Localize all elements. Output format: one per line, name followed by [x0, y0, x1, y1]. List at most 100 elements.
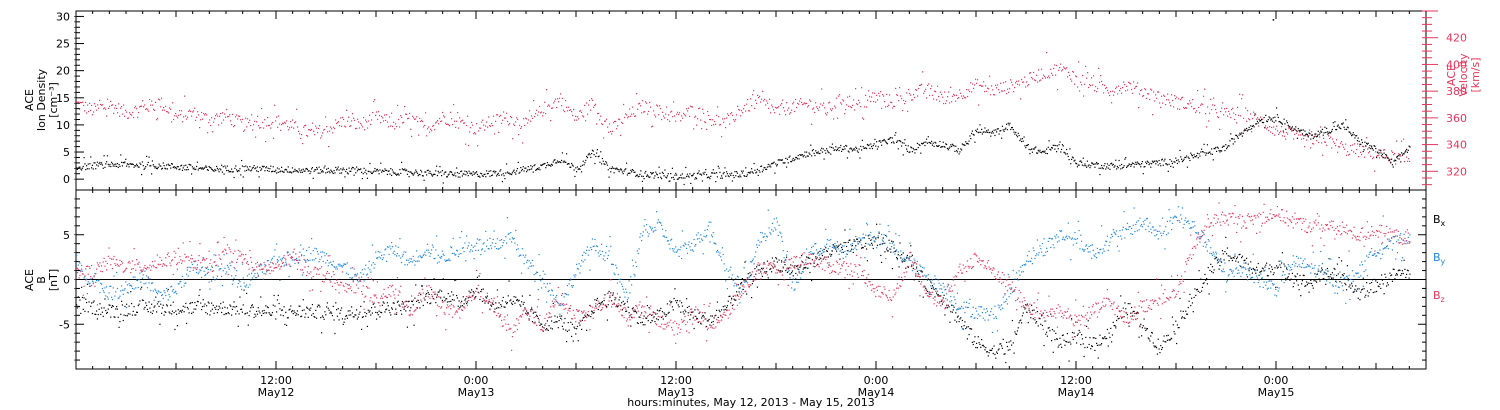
b-bx-point — [1309, 282, 1311, 284]
velocity-point — [219, 115, 221, 117]
b-bx-point — [1033, 309, 1035, 311]
b-bx-point — [1059, 337, 1061, 339]
density-point — [1282, 130, 1284, 132]
b-bx-point — [277, 294, 279, 297]
b-bx-point — [873, 236, 875, 238]
velocity-point — [944, 91, 946, 93]
b-bx-point — [782, 266, 784, 268]
velocity-point — [364, 129, 366, 131]
density-point — [1146, 160, 1149, 162]
b-bx-point — [256, 313, 259, 315]
density-point — [805, 156, 807, 158]
velocity-point — [1304, 146, 1306, 148]
velocity-point — [77, 101, 79, 104]
density-point — [504, 177, 506, 180]
velocity-point — [89, 102, 91, 104]
b-bx-point — [170, 304, 172, 306]
b-bx-point — [702, 314, 704, 317]
velocity-point — [773, 109, 775, 111]
density-point — [1137, 162, 1139, 165]
b-bx-point — [868, 237, 870, 240]
density-point — [1252, 124, 1254, 127]
density-point — [81, 167, 84, 169]
density-point — [789, 155, 791, 157]
velocity-point — [979, 84, 981, 87]
b-bx-point — [612, 292, 614, 294]
velocity-point — [602, 123, 604, 126]
b-bx-point — [646, 317, 648, 319]
density-point — [1217, 147, 1219, 149]
b-bx-point — [301, 315, 303, 317]
density-point — [1161, 158, 1164, 160]
velocity-point — [825, 112, 827, 114]
b-bx-point — [396, 313, 398, 315]
velocity-point — [1398, 153, 1400, 155]
velocity-point — [163, 106, 165, 109]
velocity-point — [711, 124, 713, 127]
top-y2tick-label: 420 — [1446, 32, 1467, 45]
b-bx-point — [785, 269, 787, 272]
density-point — [480, 172, 482, 174]
velocity-point — [1100, 74, 1102, 77]
velocity-point — [856, 103, 858, 105]
velocity-point — [1190, 102, 1192, 104]
velocity-point — [1022, 81, 1024, 83]
b-bx-point — [566, 340, 568, 343]
b-bx-point — [461, 305, 464, 307]
velocity-point — [473, 133, 475, 135]
density-point — [1327, 132, 1329, 135]
b-bx-point — [212, 304, 214, 306]
density-point — [87, 163, 89, 165]
b-bx-point — [1257, 262, 1259, 265]
b-bx-point — [717, 316, 719, 319]
b-bx-point — [1301, 280, 1304, 282]
b-bx-point — [412, 304, 414, 306]
density-point — [261, 168, 263, 170]
b-bx-point — [328, 309, 330, 311]
b-bx-point — [615, 297, 617, 299]
b-bx-point — [798, 271, 800, 273]
density-point — [847, 150, 849, 152]
velocity-point — [1231, 109, 1233, 111]
density-point — [1063, 151, 1065, 153]
velocity-point — [840, 102, 842, 104]
density-point — [694, 178, 696, 180]
density-point — [367, 170, 369, 172]
b-bx-point — [941, 303, 944, 305]
velocity-point — [778, 106, 780, 108]
velocity-point — [481, 121, 483, 123]
density-point — [335, 166, 337, 169]
density-point — [736, 172, 739, 174]
b-bx-point — [111, 305, 114, 307]
b-bx-point — [1306, 284, 1309, 286]
density-point — [969, 135, 971, 137]
density-point — [1401, 152, 1403, 154]
b-bx-point — [1346, 289, 1348, 291]
density-point — [758, 169, 760, 172]
b-bx-point — [1083, 355, 1085, 358]
density-point — [788, 156, 790, 158]
density-point — [436, 165, 438, 167]
density-point — [734, 171, 736, 173]
b-bx-point — [1068, 360, 1070, 362]
velocity-point — [1122, 86, 1124, 89]
b-bx-point — [562, 328, 564, 330]
b-bx-point — [1165, 341, 1167, 343]
velocity-point — [533, 100, 535, 102]
velocity-point — [1313, 143, 1315, 145]
b-bx-point — [376, 318, 378, 320]
density-point — [1221, 146, 1224, 148]
velocity-point — [354, 119, 356, 121]
velocity-point — [1068, 71, 1070, 74]
b-bx-point — [168, 311, 170, 313]
b-bx-point — [1085, 336, 1087, 339]
b-bx-point — [125, 314, 127, 317]
velocity-point — [1141, 89, 1143, 91]
b-bx-point — [1031, 304, 1033, 306]
velocity-point — [869, 96, 871, 98]
velocity-point — [112, 104, 114, 106]
velocity-point — [617, 125, 619, 127]
density-point — [898, 139, 900, 142]
b-bx-point — [531, 308, 533, 310]
density-point — [760, 165, 762, 168]
